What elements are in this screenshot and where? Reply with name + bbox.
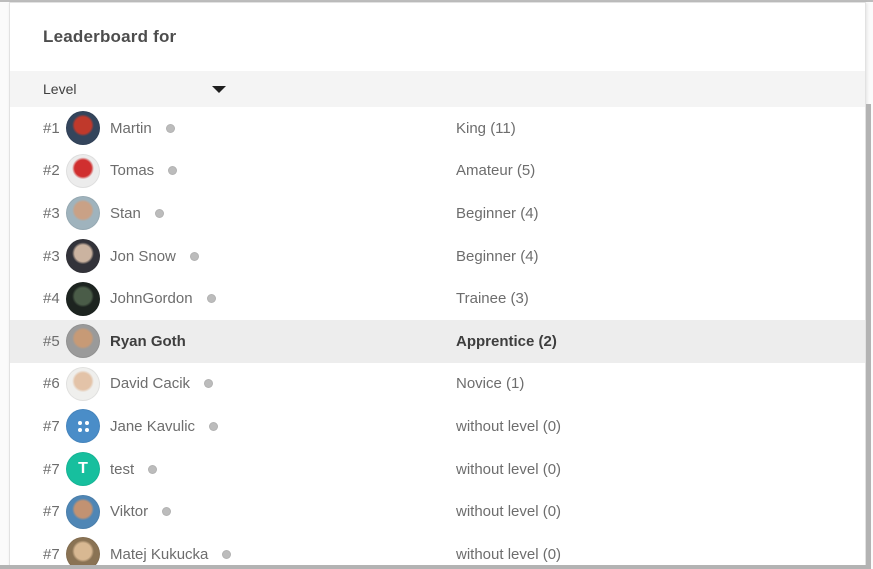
user-name: Matej Kukucka [110,545,209,563]
level-label: without level (0) [456,545,562,563]
horizontal-scrollbar[interactable] [0,565,866,569]
david-cacik-avatar [66,366,100,401]
status-dot-icon [162,507,172,517]
martin-avatar [66,111,100,146]
leaderboard-row[interactable]: #1 Martin King (11) [10,107,865,150]
leaderboard-row[interactable]: #7 T test without level (0) [10,448,865,491]
status-dot-icon [168,166,178,176]
leaderboard-card: Leaderboard for Level #1 Martin King (11… [9,2,866,569]
status-dot-icon [204,379,214,389]
leaderboard-row[interactable]: #3 Jon Snow Beginner (4) [10,235,865,278]
status-dot-icon [165,123,175,133]
rank-label: #5 [43,332,60,350]
status-dot-icon [209,421,219,431]
rank-label: #7 [43,460,60,478]
rank-label: #4 [43,290,60,308]
leaderboard-row[interactable]: #7 Jane Kavulic without level (0) [10,405,865,448]
button-dots-icon [77,420,89,432]
user-name: Jon Snow [110,247,176,265]
level-label: Trainee (3) [456,290,529,308]
level-label: Apprentice (2) [456,332,557,350]
vertical-scrollbar[interactable] [866,104,871,569]
user-name: Viktor [110,503,149,521]
level-label: Beginner (4) [456,247,539,265]
chevron-down-icon [212,86,226,93]
level-label: Beginner (4) [456,204,539,222]
rank-label: #3 [43,247,60,265]
level-label: King (11) [456,119,516,137]
user-name: test [110,460,135,478]
leaderboard-row[interactable]: #3 Stan Beginner (4) [10,192,865,235]
user-name: Stan [110,204,141,222]
leaderboard-list: #1 Martin King (11) #2 Tomas Amateur (5)… [10,107,865,569]
rank-label: #1 [43,119,60,137]
status-dot-icon [154,208,164,218]
rank-label: #7 [43,545,60,563]
user-name: David Cacik [110,375,191,393]
level-label: Novice (1) [456,375,525,393]
matej-kukucka-avatar [66,537,100,569]
leaderboard-row[interactable]: #7 Viktor without level (0) [10,490,865,533]
tomas-avatar [66,153,100,188]
user-name: Tomas [110,162,155,180]
leaderboard-row[interactable]: #4 JohnGordon Trainee (3) [10,277,865,320]
user-name: JohnGordon [110,290,193,308]
rank-label: #7 [43,417,60,435]
level-filter-bar: Level [10,71,865,107]
status-dot-icon [189,251,199,261]
level-label: without level (0) [456,460,562,478]
rank-label: #6 [43,375,60,393]
status-dot-icon [222,549,232,559]
rank-label: #3 [43,204,60,222]
user-name: Martin [110,119,152,137]
level-label: without level (0) [456,503,562,521]
test-avatar: T [66,452,100,487]
leaderboard-row[interactable]: #2 Tomas Amateur (5) [10,150,865,193]
johngordon-avatar [66,281,100,316]
level-dropdown[interactable]: Level [10,71,255,107]
jon-snow-avatar [66,239,100,274]
leaderboard-row[interactable]: #7 Matej Kukucka without level (0) [10,533,865,569]
rank-label: #2 [43,162,60,180]
status-dot-icon [206,294,216,304]
card-header: Leaderboard for [10,3,865,71]
jane-kavulic-avatar [66,409,100,444]
level-label: without level (0) [456,417,562,435]
user-name: Jane Kavulic [110,417,196,435]
level-dropdown-label: Level [43,81,77,97]
page-title: Leaderboard for [43,27,177,46]
stan-avatar [66,196,100,231]
leaderboard-row[interactable]: #6 David Cacik Novice (1) [10,363,865,406]
leaderboard-row[interactable]: #5 Ryan Goth Apprentice (2) [10,319,865,363]
viktor-avatar [66,494,100,529]
ryan-goth-avatar [66,324,100,359]
status-dot-icon [148,464,158,474]
top-divider [0,0,873,2]
rank-label: #7 [43,503,60,521]
user-name: Ryan Goth [110,332,186,350]
level-label: Amateur (5) [456,162,536,180]
